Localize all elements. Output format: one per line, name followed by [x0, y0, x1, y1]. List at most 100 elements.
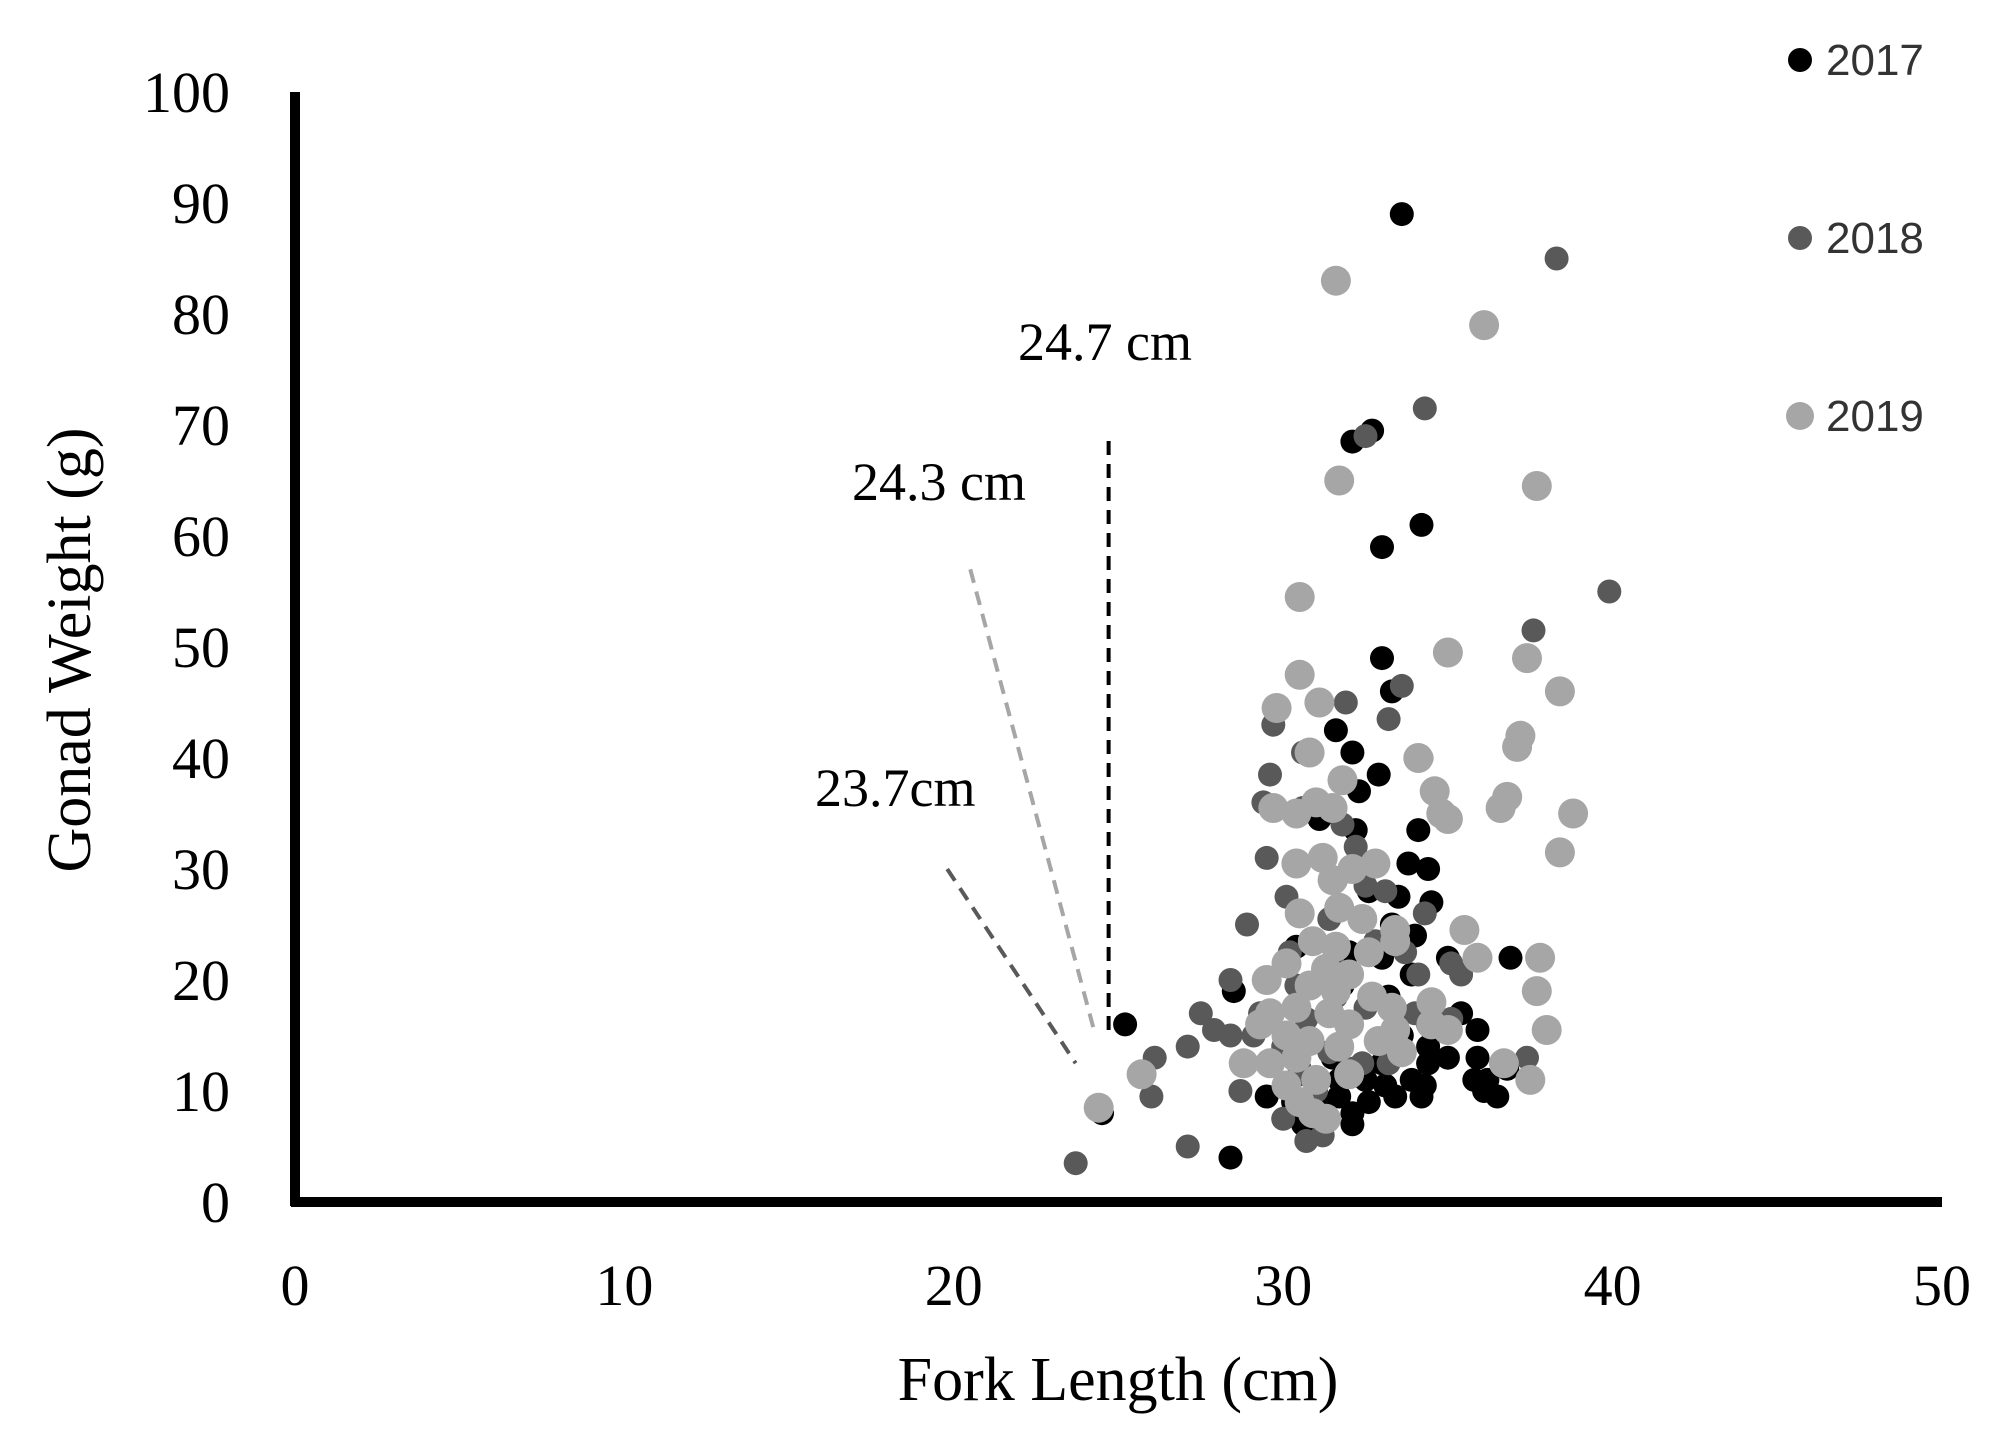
- point-2018: [1258, 762, 1282, 787]
- point-2017: [1409, 512, 1434, 537]
- point-2019: [1380, 926, 1411, 957]
- point-2018: [1353, 424, 1378, 449]
- y-tick-label: 80: [172, 282, 230, 347]
- point-2019: [1317, 865, 1348, 896]
- legend-marker-2019: [1786, 402, 1814, 430]
- point-2019: [1521, 976, 1552, 1007]
- point-2018: [1521, 618, 1546, 643]
- point-2019: [1255, 1048, 1285, 1079]
- point-2019: [1360, 848, 1391, 879]
- x-tick-label: 10: [595, 1253, 653, 1318]
- point-2018: [1597, 579, 1622, 604]
- point-2017: [1370, 535, 1394, 560]
- annotation-label-24-3: 24.3 cm: [852, 452, 1026, 512]
- point-2018: [1254, 845, 1279, 870]
- y-tick-label: 50: [172, 615, 230, 680]
- legend-marker-2017: [1788, 48, 1812, 72]
- point-2018: [1294, 1129, 1319, 1153]
- point-2018: [1063, 1151, 1088, 1176]
- point-2017: [1340, 1112, 1365, 1137]
- x-axis-title: Fork Length (cm): [898, 1346, 1339, 1414]
- legend-label-2017: 2017: [1826, 36, 1924, 85]
- point-2017: [1435, 1045, 1460, 1070]
- x-tick-label: 20: [925, 1253, 983, 1318]
- legend: 2017 2018 2019: [1786, 36, 1924, 441]
- point-2018: [1406, 962, 1431, 987]
- point-2018: [1376, 707, 1401, 732]
- point-2019: [1284, 659, 1315, 690]
- x-tick-label: 50: [1913, 1253, 1971, 1318]
- point-2017: [1416, 857, 1441, 881]
- annotation-layer: [945, 436, 1111, 1065]
- y-tick-label: 20: [172, 948, 230, 1013]
- point-2019: [1317, 793, 1348, 823]
- point-2017: [1465, 1045, 1490, 1070]
- point-2019: [1294, 970, 1325, 1001]
- point-2017: [1113, 1012, 1138, 1037]
- point-2018: [1218, 968, 1243, 992]
- point-2019: [1386, 1037, 1417, 1068]
- point-2017: [1366, 762, 1391, 787]
- point-2019: [1251, 965, 1282, 995]
- point-2018: [1175, 1034, 1200, 1059]
- point-2017: [1485, 1084, 1510, 1109]
- y-tick-label: 60: [172, 504, 230, 569]
- point-2017: [1370, 646, 1394, 671]
- y-tick-label: 90: [172, 171, 230, 236]
- point-2017: [1416, 1034, 1441, 1059]
- y-axis-title: Gonad Weight (g): [36, 428, 104, 873]
- point-2019: [1363, 1026, 1394, 1056]
- point-2017: [1416, 1051, 1441, 1076]
- point-2019: [1261, 693, 1292, 723]
- point-2019: [1347, 904, 1378, 934]
- point-2019: [1502, 731, 1533, 762]
- axes-layer: [290, 92, 1942, 1207]
- point-2019: [1485, 793, 1516, 823]
- x-tick-label: 30: [1254, 1253, 1312, 1318]
- point-2018: [1515, 1045, 1539, 1070]
- point-2019: [1126, 1059, 1157, 1090]
- point-2019: [1432, 637, 1463, 668]
- y-tick-label: 0: [201, 1170, 230, 1235]
- y-tick-label: 100: [143, 60, 230, 125]
- legend-label-2018: 2018: [1826, 214, 1924, 263]
- point-2019: [1258, 793, 1289, 823]
- point-2019: [1544, 837, 1575, 868]
- point-2019: [1294, 737, 1325, 768]
- point-2017: [1396, 851, 1421, 876]
- annotation-line-1: [968, 568, 1098, 1037]
- point-2019: [1311, 1103, 1341, 1134]
- point-2018: [1389, 673, 1414, 698]
- x-tick-label: 40: [1584, 1253, 1642, 1318]
- point-2018: [1235, 912, 1259, 937]
- point-2019: [1324, 892, 1355, 923]
- point-2019: [1531, 1015, 1562, 1045]
- point-2019: [1301, 1064, 1332, 1095]
- point-2017: [1465, 1018, 1490, 1042]
- legend-marker-2018: [1788, 226, 1812, 250]
- point-2019: [1284, 582, 1315, 612]
- y-tick-label: 70: [172, 393, 230, 458]
- point-2019: [1376, 992, 1407, 1023]
- point-2019: [1284, 898, 1315, 929]
- point-2017: [1383, 1084, 1408, 1109]
- point-2019: [1488, 1048, 1519, 1079]
- point-2019: [1281, 848, 1312, 879]
- point-2019: [1324, 465, 1355, 496]
- point-2017: [1389, 202, 1414, 227]
- point-2019: [1462, 942, 1493, 973]
- point-2019: [1353, 937, 1384, 968]
- point-2019: [1469, 310, 1500, 341]
- point-2017: [1327, 1084, 1352, 1109]
- point-2018: [1139, 1084, 1164, 1109]
- point-2019: [1449, 915, 1480, 945]
- point-2017: [1340, 740, 1365, 765]
- point-2019: [1558, 798, 1589, 829]
- point-2018: [1188, 1001, 1213, 1026]
- point-2019: [1281, 992, 1312, 1023]
- point-2019: [1228, 1048, 1259, 1079]
- point-2018: [1175, 1134, 1200, 1159]
- point-2019: [1281, 1042, 1312, 1073]
- point-2018: [1228, 1079, 1253, 1103]
